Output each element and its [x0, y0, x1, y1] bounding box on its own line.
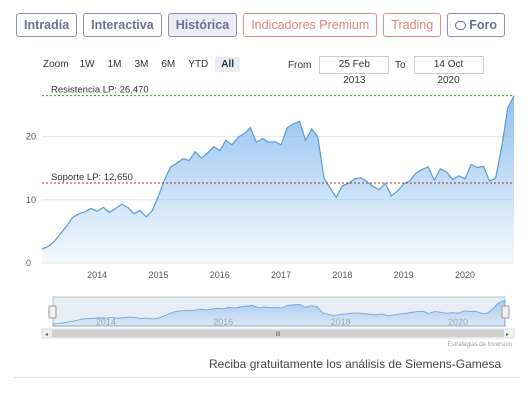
range-button-6m[interactable]: 6M [161, 59, 176, 70]
zoom-label: Zoom [43, 59, 69, 70]
to-date: To 14 Oct 2020 [395, 56, 484, 86]
chart-credit: Estrategias de Inversión [448, 342, 512, 348]
range-button-1w[interactable]: 1W [79, 59, 95, 70]
x-tick-label: 2019 [394, 270, 414, 280]
y-axis-ticks: 0 10 20 [26, 132, 36, 268]
from-label: From [288, 59, 312, 71]
navigator-area [52, 299, 506, 327]
tab-historica[interactable]: Histórica [167, 13, 238, 37]
range-button-3m[interactable]: 3M [134, 59, 149, 70]
price-line [41, 95, 515, 250]
scroll-left-icon[interactable]: ◂ [45, 332, 48, 338]
navigator-ticks: 2014 2016 2018 2020 [96, 317, 468, 327]
tab-foro-label: Foro [469, 18, 497, 32]
y-tick-label: 20 [26, 132, 36, 142]
x-axis-ticks: 2014 2015 2016 2017 2018 2019 2020 [87, 270, 475, 280]
speech-bubble-icon [455, 21, 467, 30]
tab-interactiva[interactable]: Interactiva [83, 13, 162, 37]
y-tick-label: 10 [26, 195, 36, 205]
x-tick-label: 2015 [148, 270, 168, 280]
scrollbar[interactable]: III ◂ ▸ [41, 328, 515, 339]
to-label: To [395, 59, 406, 71]
x-tick-label: 2020 [455, 270, 475, 280]
y-tick-label: 0 [26, 258, 31, 268]
tab-indicadores-premium[interactable]: Indicadores Premium [243, 13, 378, 37]
from-date-input[interactable]: 25 Feb 2013 [319, 56, 390, 86]
to-date-input[interactable]: 14 Oct 2020 [413, 56, 484, 86]
x-tick-label: 2018 [332, 270, 352, 280]
navigator-tick-label: 2018 [331, 317, 351, 327]
x-tick-label: 2014 [87, 270, 107, 280]
navigator[interactable]: 2014 2016 2018 2020 [48, 296, 510, 327]
navigator-tick-label: 2016 [213, 317, 233, 327]
x-tick-label: 2016 [210, 270, 230, 280]
range-button-all[interactable]: All [215, 57, 241, 72]
scroll-right-icon[interactable]: ▸ [506, 332, 509, 338]
tab-trading[interactable]: Trading [383, 13, 442, 37]
range-selector: Zoom 1W 1M 3M 6M YTD All [43, 57, 241, 72]
price-area [42, 95, 514, 263]
range-button-ytd[interactable]: YTD [188, 59, 209, 70]
footer-cta[interactable]: Reciba gratuitamente los análisis de Sie… [209, 357, 502, 371]
tab-intradia[interactable]: Intradía [16, 13, 78, 37]
navigator-tick-label: 2020 [448, 317, 468, 327]
navigator-left-handle[interactable] [48, 305, 57, 319]
from-date: From 25 Feb 2013 [288, 56, 390, 86]
annotations: Resistencia LP: 26,470 Soporte LP: 12,650 [42, 85, 514, 184]
tab-foro[interactable]: Foro [447, 13, 505, 37]
range-button-1m[interactable]: 1M [107, 59, 122, 70]
navigator-tick-label: 2014 [96, 317, 116, 327]
divider [14, 377, 520, 378]
chart-tabs: Intradía Interactiva Histórica Indicador… [16, 13, 505, 37]
scrollbar-grip-icon: III [275, 332, 280, 338]
x-tick-label: 2017 [271, 270, 291, 280]
scrollbar-thumb[interactable] [52, 330, 504, 337]
navigator-right-handle[interactable] [501, 305, 510, 319]
annotation-label: Resistencia LP: 26,470 [51, 85, 149, 96]
annotation-label: Soporte LP: 12,650 [51, 172, 133, 183]
